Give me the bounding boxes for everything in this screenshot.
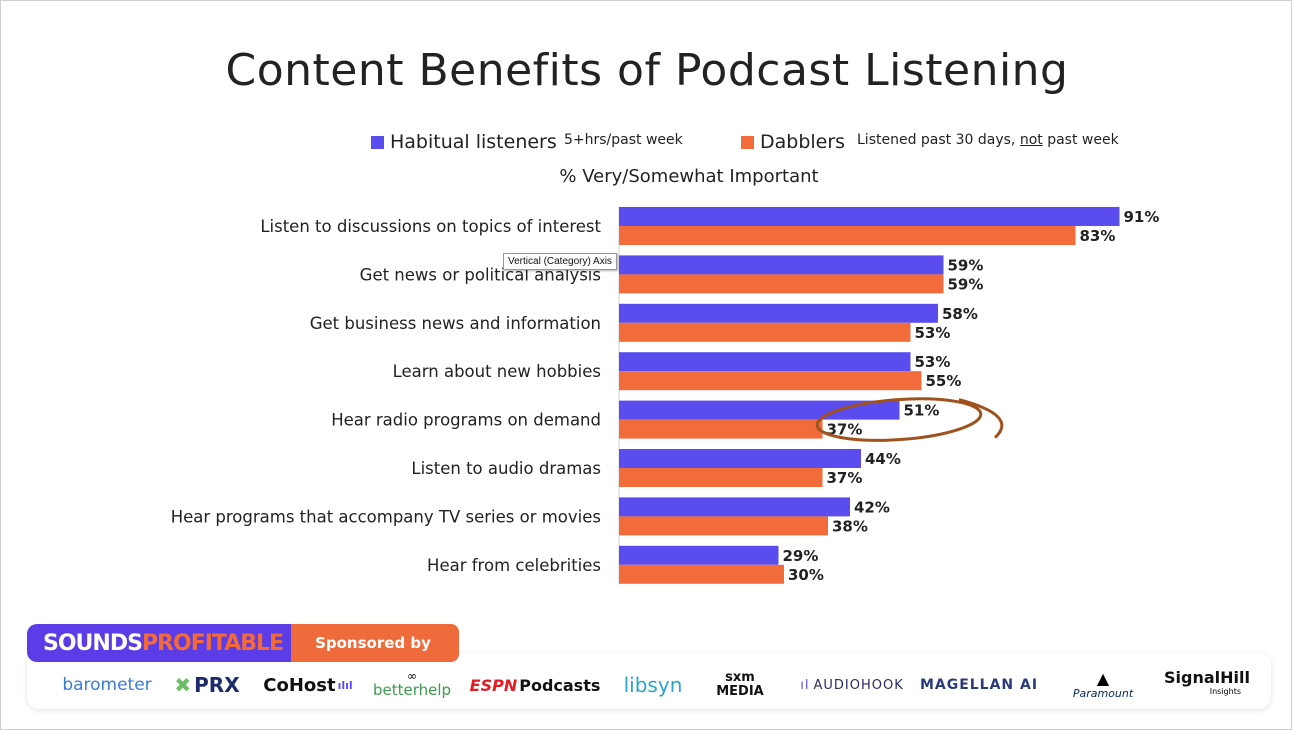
logo-signalhill-sub: Insights (1209, 687, 1241, 696)
logo-betterhelp-text: betterhelp (372, 681, 452, 699)
sponsor-logos: barometer ✖ PRX CoHost ılıl ∞ betterhelp ES… (27, 661, 1271, 709)
brand-left: SOUNDS (43, 630, 143, 656)
prx-x-icon: ✖ (174, 673, 192, 697)
value-label: 29% (783, 547, 819, 565)
value-label: 51% (904, 402, 940, 420)
legend-note-dabblers: Listened past 30 days, not past week (857, 132, 1119, 148)
value-label: 59% (948, 275, 984, 293)
value-label: 42% (854, 498, 890, 516)
value-label: 37% (827, 469, 863, 487)
bar-chart: Listen to discussions on topics of inter… (171, 207, 1160, 585)
value-label: 53% (915, 324, 951, 342)
category-label: Listen to audio dramas (411, 459, 601, 478)
bar-dabblers (619, 371, 922, 391)
logo-paramount-text: Paramount (1072, 686, 1134, 700)
logo-espn-prefix: ESPN (469, 675, 518, 695)
audiohook-icon: ıl (800, 677, 810, 693)
chart-title: Content Benefits of Podcast Listening (225, 45, 1069, 96)
value-label: 38% (832, 517, 868, 535)
legend-label-habitual: Habitual listeners (390, 131, 557, 153)
logo-signalhill-text: SignalHill (1164, 668, 1250, 687)
legend-swatch-habitual (371, 135, 384, 149)
bar-dabblers (619, 564, 784, 584)
category-label: Hear radio programs on demand (331, 411, 601, 430)
chart-subtitle: % Very/Somewhat Important (559, 166, 819, 187)
legend-label-dabblers: Dabblers (760, 131, 846, 153)
value-label: 59% (948, 256, 984, 274)
category-label: Get business news and information (310, 314, 601, 333)
bar-dabblers (619, 322, 911, 342)
logo-espn-text: Podcasts (519, 675, 601, 695)
logo-barometer: barometer (57, 661, 157, 709)
legend-swatch-dabblers (741, 135, 754, 149)
value-label: 58% (942, 305, 978, 323)
bar-dabblers (619, 516, 828, 536)
logo-magellan-text: MAGELLAN AI (919, 677, 1039, 693)
sponsor-footer (27, 653, 1271, 709)
bar-dabblers (619, 468, 823, 487)
bar-habitual (619, 255, 944, 275)
value-label: 53% (915, 353, 951, 371)
logo-cohost: CoHost ılıl (263, 661, 353, 709)
category-label: Listen to discussions on topics of inter… (260, 217, 601, 236)
category-label: Learn about new hobbies (393, 362, 601, 381)
sounds-profitable-badge: SOUNDS PROFITABLE Sponsored by (27, 624, 459, 662)
highlight-circle-tail (958, 398, 1004, 439)
category-label: Hear programs that accompany TV series o… (171, 507, 601, 526)
category-label: Hear from celebrities (427, 556, 601, 575)
logo-prx: ✖ PRX (167, 661, 247, 709)
axis-tooltip: Vertical (Category) Axis (503, 253, 617, 270)
logo-sxm-text: sxm MEDIA (716, 670, 764, 699)
logo-libsyn: libsyn (611, 661, 695, 709)
value-label: 44% (865, 450, 901, 468)
logo-sxm-media: sxm MEDIA (707, 661, 773, 709)
legend-note-dabblers-a: Listened past 30 days, (857, 132, 1020, 148)
bar-dabblers (619, 226, 1076, 245)
bar-dabblers (619, 419, 823, 439)
logo-libsyn-text: libsyn (623, 673, 683, 697)
value-label: 83% (1080, 227, 1116, 245)
legend-item-dabblers: Dabblers (741, 129, 845, 155)
legend-note-dabblers-c: past week (1042, 132, 1119, 148)
bar-habitual (619, 352, 911, 372)
logo-betterhelp: ∞ betterhelp (367, 661, 457, 709)
sponsored-by-label: Sponsored by (291, 624, 459, 662)
betterhelp-leaf-icon: ∞ (407, 669, 417, 683)
bar-habitual (619, 400, 900, 420)
logo-magellan: MAGELLAN AI (919, 661, 1039, 709)
value-label: 55% (926, 372, 962, 390)
logo-espn-podcasts: ESPN Podcasts (469, 661, 601, 709)
value-label: 37% (827, 421, 863, 439)
bar-dabblers (619, 274, 944, 294)
audio-wave-icon: ılıl (337, 678, 353, 692)
bar-habitual (619, 449, 861, 468)
logo-audiohook: ıl AUDIOHOOK (793, 661, 911, 709)
logo-cohost-text: CoHost (263, 674, 336, 696)
highlight-circle (815, 397, 983, 442)
brand-right: PROFITABLE (141, 630, 284, 656)
logo-paramount: ▲ Paramount (1067, 661, 1139, 709)
bar-habitual (619, 545, 779, 565)
legend-note-habitual: 5+hrs/past week (564, 132, 683, 148)
logo-barometer-text: barometer (62, 675, 152, 695)
legend-item-habitual: Habitual listeners (371, 129, 557, 155)
logo-prx-text: PRX (194, 673, 240, 697)
legend-note-dabblers-b: not (1019, 132, 1043, 148)
value-label: 91% (1124, 208, 1160, 226)
value-label: 30% (788, 566, 824, 584)
bar-habitual (619, 207, 1120, 226)
sounds-profitable-logo: SOUNDS PROFITABLE (27, 624, 292, 662)
bar-habitual (619, 303, 938, 323)
category-label: Get news or political analysis (360, 265, 601, 284)
paramount-mountain-icon: ▲ (1096, 668, 1110, 688)
logo-signalhill: SignalHill Insights (1159, 661, 1255, 709)
logo-audiohook-text: AUDIOHOOK (813, 677, 904, 693)
bar-habitual (619, 497, 850, 517)
